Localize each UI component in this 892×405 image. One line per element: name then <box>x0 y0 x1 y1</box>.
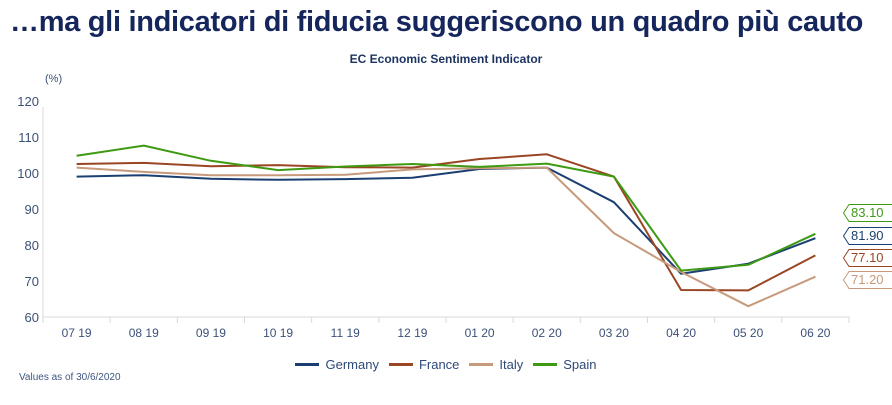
chart-title: EC Economic Sentiment Indicator <box>349 52 543 66</box>
y-tick-label: 90 <box>25 202 39 217</box>
x-tick-label: 02 20 <box>532 326 562 340</box>
series-line-italy <box>76 166 816 308</box>
legend-item-germany: Germany <box>295 357 379 372</box>
x-tick-label: 04 20 <box>666 326 696 340</box>
chart-legend: Germany France Italy Spain <box>0 357 892 372</box>
x-tick-label: 03 20 <box>599 326 629 340</box>
legend-item-france: France <box>388 357 460 372</box>
x-tick-label: 05 20 <box>733 326 763 340</box>
legend-label: Italy <box>499 357 524 372</box>
y-tick-label: 120 <box>17 94 39 109</box>
x-tick-label: 07 19 <box>62 326 92 340</box>
x-tick-label: 01 20 <box>465 326 495 340</box>
x-tick-label: 10 19 <box>263 326 293 340</box>
legend-label: France <box>418 357 460 372</box>
y-tick-label: 110 <box>18 130 39 145</box>
x-tick-label: 12 19 <box>397 326 427 340</box>
end-value-text: 83.10 <box>851 205 884 220</box>
y-tick-label: 80 <box>25 238 39 253</box>
x-tick-label: 09 19 <box>196 326 226 340</box>
footnote: Values as of 30/6/2020 <box>19 372 121 383</box>
end-value-tag-germany: 81.90 <box>843 227 892 245</box>
legend-swatch <box>295 363 320 366</box>
legend-item-spain: Spain <box>533 357 597 372</box>
end-value-text: 81.90 <box>851 228 884 243</box>
end-value-tag-italy: 71.20 <box>843 271 892 289</box>
page-title: …ma gli indicatori di fiducia suggerisco… <box>10 6 864 38</box>
legend-item-italy: Italy <box>469 357 523 372</box>
legend-swatch <box>388 363 413 366</box>
y-tick-label: 70 <box>25 274 39 289</box>
series-line-germany <box>76 166 816 275</box>
x-tick-label: 08 19 <box>129 326 159 340</box>
x-tick-label: 11 19 <box>331 326 360 340</box>
series-line-france <box>76 153 816 292</box>
legend-swatch <box>533 363 558 366</box>
end-value-tag-france: 77.10 <box>843 249 892 267</box>
series-line-spain <box>76 144 816 272</box>
legend-label: Spain <box>563 357 597 372</box>
end-value-text: 71.20 <box>851 272 884 287</box>
end-value-text: 77.10 <box>851 250 884 265</box>
y-axis-unit-label: (%) <box>45 73 63 85</box>
y-tick-label: 100 <box>17 166 39 181</box>
legend-swatch <box>469 363 494 366</box>
y-tick-label: 60 <box>25 310 39 325</box>
end-value-tag-spain: 83.10 <box>843 204 892 222</box>
x-tick-label: 06 20 <box>800 326 830 340</box>
legend-label: Germany <box>325 357 379 372</box>
